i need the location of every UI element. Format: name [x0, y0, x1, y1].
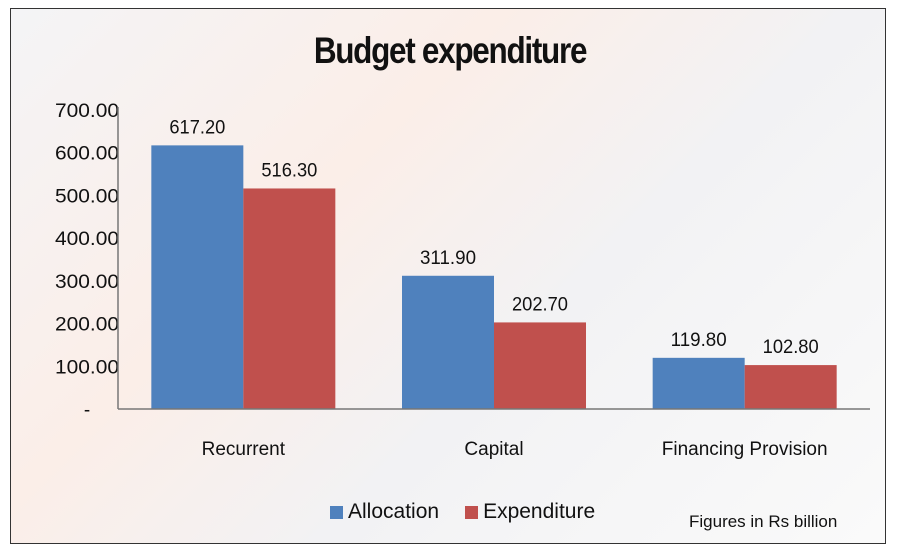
bar-expenditure — [744, 365, 837, 409]
y-tick-label: 100.00 — [55, 357, 119, 378]
bar-expenditure — [494, 322, 586, 409]
y-tick-label: 200.00 — [55, 315, 119, 336]
legend: Allocation Expenditure — [330, 500, 595, 524]
chart-title: Budget expenditure — [313, 30, 588, 71]
category-label: Recurrent — [202, 439, 286, 460]
legend-swatch — [330, 506, 343, 519]
bar-allocation — [402, 275, 494, 409]
bar-allocation — [151, 145, 244, 409]
units-note: Figures in Rs billion — [689, 512, 838, 531]
bar-allocation — [652, 357, 745, 409]
data-label: 311.90 — [420, 248, 476, 269]
data-label: 119.80 — [671, 330, 727, 351]
category-label: Capital — [464, 439, 523, 460]
data-label: 516.30 — [261, 160, 317, 181]
bar-expenditure — [243, 188, 336, 409]
legend-item-expenditure: Expenditure — [465, 500, 595, 524]
legend-swatch — [465, 506, 479, 519]
data-label: 102.80 — [763, 337, 819, 358]
category-label: Financing Provision — [662, 439, 828, 460]
y-tick-label: - — [84, 400, 90, 421]
y-tick-label: 600.00 — [55, 144, 119, 165]
data-label: 617.20 — [169, 117, 225, 138]
legend-item-allocation: Allocation — [330, 500, 439, 524]
y-tick-label: 700.00 — [55, 101, 119, 122]
y-tick-label: 500.00 — [55, 186, 119, 207]
y-tick-label: 300.00 — [55, 272, 119, 293]
legend-label: Expenditure — [483, 500, 596, 523]
data-label: 202.70 — [512, 294, 568, 315]
y-tick-label: 400.00 — [55, 229, 119, 250]
legend-label: Allocation — [348, 500, 440, 523]
